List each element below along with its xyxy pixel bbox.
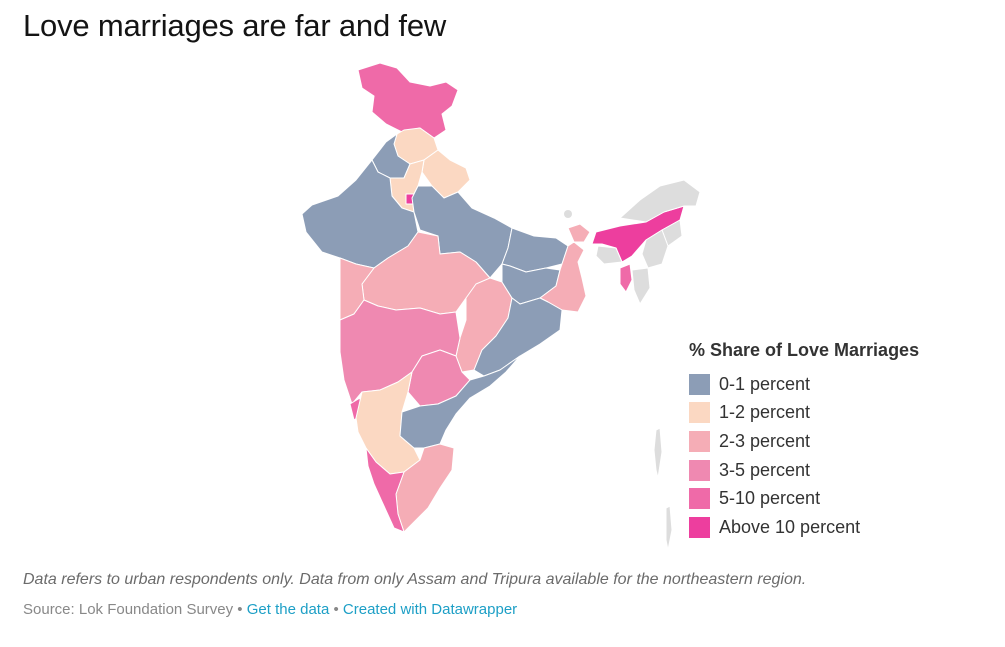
state-kerala[interactable] <box>365 447 405 533</box>
legend-item: 5-10 percent <box>689 484 919 513</box>
legend-item: 2-3 percent <box>689 427 919 456</box>
legend-swatch <box>689 488 710 510</box>
separator: • <box>237 601 243 618</box>
legend-label: 3-5 percent <box>719 459 811 480</box>
andaman-nicobar-islands[interactable] <box>653 427 673 551</box>
legend-swatch <box>689 516 710 538</box>
source-line: Source: Lok Foundation Survey • Get the … <box>23 601 517 618</box>
legend-swatch <box>689 402 710 424</box>
state-manipur[interactable] <box>641 229 669 269</box>
state-uttarakhand[interactable] <box>421 149 471 199</box>
state-mizoram[interactable] <box>631 267 651 305</box>
state-meghalaya[interactable] <box>595 245 623 265</box>
state-bihar[interactable] <box>501 227 569 273</box>
legend-label: 2-3 percent <box>719 430 811 451</box>
state-sikkim[interactable] <box>567 223 591 243</box>
legend-label: 1-2 percent <box>719 402 811 423</box>
bhutan-shape <box>564 210 572 218</box>
legend-item: Above 10 percent <box>689 513 919 542</box>
footnote: Data refers to urban respondents only. D… <box>23 571 807 588</box>
separator: • <box>333 601 339 618</box>
legend-swatch <box>689 459 710 481</box>
state-andhra-pradesh[interactable] <box>399 355 521 449</box>
legend-label: 5-10 percent <box>719 488 821 509</box>
legend-item: 0-1 percent <box>689 370 919 399</box>
legend-label: Above 10 percent <box>719 516 861 537</box>
state-jammu-kashmir[interactable] <box>357 62 459 139</box>
state-arunachal-pradesh[interactable] <box>619 179 701 223</box>
legend-item: 1-2 percent <box>689 399 919 428</box>
legend-item: 3-5 percent <box>689 456 919 485</box>
legend-title: % Share of Love Marriages <box>689 340 920 360</box>
legend-swatch <box>689 373 710 395</box>
state-uttar-pradesh[interactable] <box>411 185 513 279</box>
created-with-datawrapper-link[interactable]: Created with Datawrapper <box>342 601 518 618</box>
get-the-data-link[interactable]: Get the data <box>246 601 330 618</box>
chart-title: Love marriages are far and few <box>23 8 447 43</box>
source-text: Source: Lok Foundation Survey <box>23 601 234 618</box>
state-karnataka[interactable] <box>355 371 421 475</box>
legend-swatch <box>689 430 710 452</box>
legend-label: 0-1 percent <box>719 373 811 394</box>
state-tripura[interactable] <box>619 263 633 293</box>
legend: % Share of Love Marriages 0-1 percent 1-… <box>689 340 919 542</box>
state-west-bengal[interactable] <box>539 241 587 313</box>
